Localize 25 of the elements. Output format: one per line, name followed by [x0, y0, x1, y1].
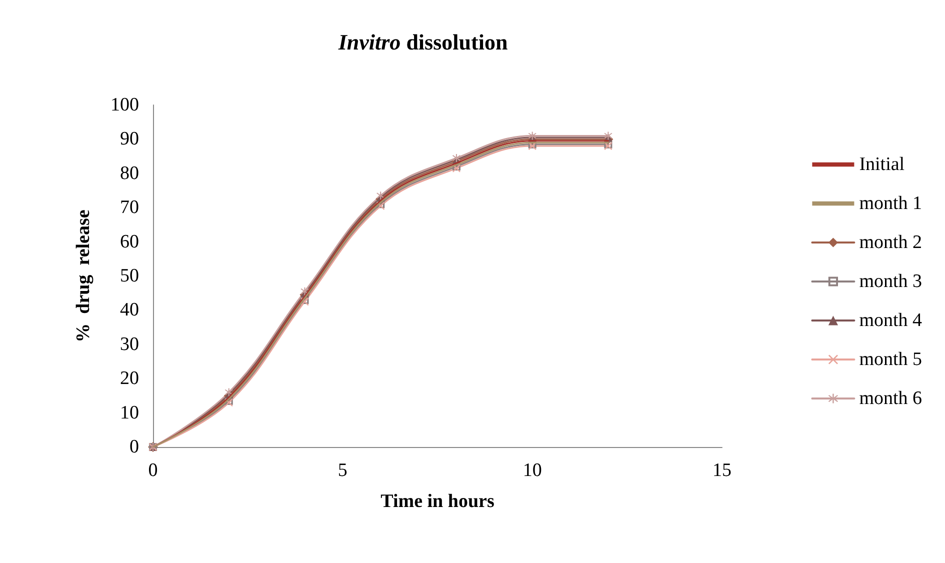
y-tick-label: 20 — [120, 368, 139, 390]
legend-label: month 2 — [859, 232, 922, 253]
x-tick-label: 5 — [338, 460, 348, 481]
y-tick-label: 40 — [120, 300, 139, 321]
y-axis-title: % drug release — [73, 210, 94, 342]
legend-label: month 4 — [859, 310, 922, 331]
x-tick-label: 15 — [712, 460, 732, 481]
y-tick-label: 50 — [120, 266, 139, 286]
x-tick-label: 0 — [148, 460, 158, 481]
y-tick-label: 70 — [120, 197, 139, 218]
legend-label: Initial — [859, 154, 905, 175]
y-tick-label: 90 — [120, 128, 139, 150]
legend-label: month 1 — [859, 193, 922, 214]
chart-title: Invitro dissolution — [337, 30, 508, 54]
y-tick-label: 60 — [120, 231, 139, 252]
x-axis-title: Time in hours — [380, 491, 494, 512]
y-tick-label: 80 — [120, 162, 139, 184]
legend-label: month 5 — [859, 349, 922, 370]
y-tick-label: 0 — [130, 436, 139, 458]
y-tick-label: 10 — [120, 402, 139, 424]
legend-label: month 3 — [859, 271, 922, 292]
y-tick-label: 100 — [110, 94, 139, 116]
y-tick-label: 30 — [120, 334, 139, 355]
legend-label: month 6 — [859, 388, 922, 409]
x-tick-label: 10 — [522, 460, 542, 481]
